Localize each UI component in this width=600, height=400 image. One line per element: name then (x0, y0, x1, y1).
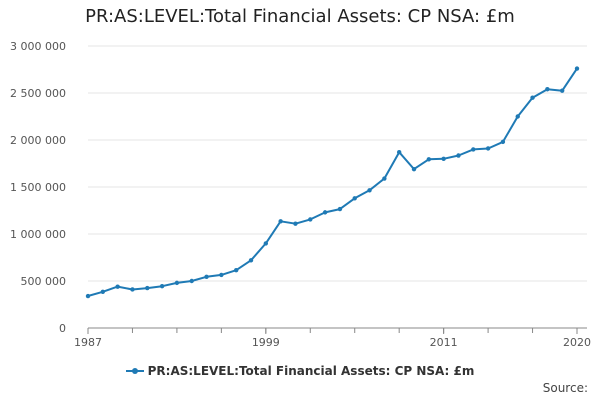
data-point (559, 88, 565, 93)
data-point (85, 293, 91, 299)
data-point (308, 217, 313, 222)
x-tick-label: 2011 (430, 336, 458, 349)
y-tick-label: 1 500 000 (10, 181, 66, 194)
legend-swatch (125, 366, 144, 376)
data-point (159, 283, 165, 289)
data-point (456, 153, 461, 158)
data-point (530, 95, 535, 100)
x-tick-label: 1987 (74, 336, 102, 349)
data-point (441, 156, 446, 161)
data-point (130, 287, 135, 292)
data-point (471, 147, 476, 152)
data-point (248, 258, 254, 263)
data-point (204, 274, 209, 279)
data-point (189, 278, 194, 284)
y-tick-label: 0 (59, 322, 66, 335)
x-tick-label: 1999 (252, 336, 280, 349)
data-point (174, 280, 180, 286)
legend-dot-marker (131, 368, 138, 374)
data-point (426, 157, 432, 162)
data-point (233, 267, 239, 273)
data-point (278, 219, 283, 224)
data-point (485, 146, 491, 151)
data-point (382, 176, 387, 181)
data-point (100, 289, 106, 295)
data-point (367, 188, 372, 193)
data-point (115, 284, 120, 289)
data-point (337, 206, 343, 212)
data-point (500, 139, 506, 145)
y-tick-label: 2 000 000 (10, 134, 66, 147)
y-tick-label: 500 000 (21, 275, 67, 288)
chart-title: PR:AS:LEVEL:Total Financial Assets: CP N… (85, 6, 515, 27)
series-line (87, 68, 578, 297)
y-tick-label: 2 500 000 (10, 87, 66, 100)
y-tick-label: 1 000 000 (10, 228, 66, 241)
data-point (574, 66, 580, 71)
x-tick-label: 2020 (563, 336, 591, 349)
data-point (322, 210, 328, 215)
data-point (515, 114, 520, 119)
legend-label: PR:AS:LEVEL:Total Financial Assets: CP N… (147, 364, 475, 378)
data-point (411, 166, 417, 172)
data-point (145, 285, 150, 291)
source-label: Source: (542, 381, 588, 395)
data-point (545, 87, 550, 92)
data-point (352, 196, 357, 201)
chart-legend[interactable]: PR:AS:LEVEL:Total Financial Assets: CP N… (0, 364, 600, 378)
data-point (263, 241, 269, 246)
data-point (219, 272, 224, 278)
y-tick-label: 3 000 000 (10, 40, 66, 53)
data-point (396, 150, 402, 155)
data-point (293, 221, 298, 226)
